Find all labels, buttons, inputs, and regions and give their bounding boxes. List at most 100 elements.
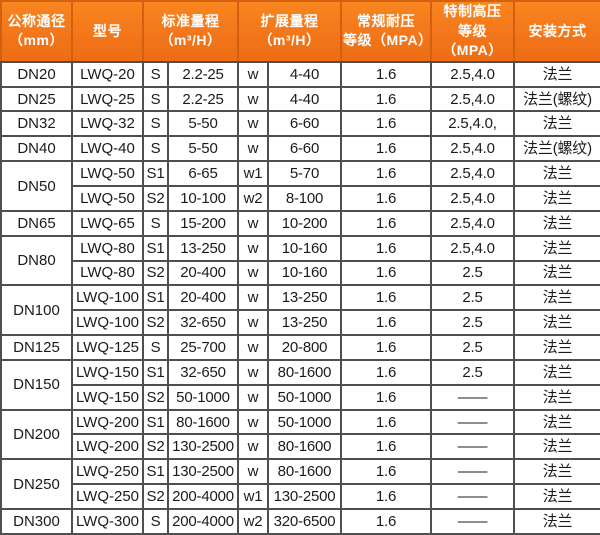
cell-ext-code: w (237, 85, 269, 113)
cell-ext-code: w (237, 110, 269, 138)
cell-model: LWQ-300 (71, 507, 144, 535)
col-header-standard-range: 标准量程 （m³/H） (142, 0, 239, 63)
cell-model: LWQ-150 (71, 358, 144, 386)
cell-ext-code: w (237, 234, 269, 262)
cell-high-pressure-rating: —— (430, 458, 515, 486)
cell-installation: 法兰 (513, 185, 600, 212)
cell-std-code: S1 (142, 284, 169, 312)
cell-installation: 法兰 (513, 408, 600, 436)
cell-ext-code: w (237, 334, 269, 361)
cell-model: LWQ-200 (71, 408, 144, 436)
cell-std-code: S (142, 60, 169, 88)
cell-high-pressure-rating: 2.5 (430, 309, 515, 337)
table-row: DN50 LWQ-50 S1 6-65 w1 5-70 1.6 2.5,4.0 法兰 (0, 160, 600, 212)
cell-high-pressure-rating: 2.5 (430, 334, 515, 361)
cell-installation: 法兰 (513, 483, 600, 510)
cell-std-range: 200-4000 (167, 483, 239, 510)
cell-pressure-rating: 1.6 (340, 209, 432, 237)
cell-dn: DN300 (0, 507, 73, 535)
table-body: DN20 LWQ-20 S 2.2-25 w 4-40 1.6 2.5,4.0 法兰 DN25 LW… (0, 60, 600, 535)
cell-model: LWQ-80 (71, 259, 144, 287)
cell-ext-range: 80-1600 (267, 458, 342, 486)
cell-std-code: S1 (142, 358, 169, 386)
cell-std-range: 2.2-25 (167, 60, 239, 88)
cell-std-code: S2 (142, 309, 169, 337)
cell-high-pressure-rating: —— (430, 433, 515, 461)
cell-model: LWQ-250 (71, 483, 144, 510)
cell-std-range: 80-1600 (167, 408, 239, 436)
cell-ext-code: w (237, 209, 269, 237)
cell-installation: 法兰 (513, 458, 600, 486)
cell-std-range: 130-2500 (167, 458, 239, 486)
cell-std-range: 32-650 (167, 358, 239, 386)
cell-high-pressure-rating: 2.5,4.0 (430, 85, 515, 113)
cell-ext-range: 80-1600 (267, 433, 342, 461)
cell-high-pressure-rating: 2.5,4.0 (430, 185, 515, 212)
cell-installation: 法兰 (513, 209, 600, 237)
cell-model: LWQ-20 (71, 60, 144, 88)
cell-dn: DN65 (0, 209, 73, 237)
cell-high-pressure-rating: —— (430, 408, 515, 436)
cell-std-code: S1 (142, 458, 169, 486)
table-row: DN25 LWQ-25 S 2.2-25 w 4-40 1.6 2.5,4.0 法兰(螺纹) (0, 85, 600, 113)
cell-ext-range: 10-160 (267, 259, 342, 287)
cell-high-pressure-rating: 2.5 (430, 358, 515, 386)
cell-std-range: 50-1000 (167, 383, 239, 411)
cell-installation: 法兰 (513, 334, 600, 361)
cell-std-range: 15-200 (167, 209, 239, 237)
cell-model: LWQ-150 (71, 383, 144, 411)
table-row: LWQ-50 S2 10-100 w2 8-100 1.6 2.5,4.0 法兰 (1, 185, 600, 212)
cell-high-pressure-rating: —— (430, 483, 515, 510)
cell-dn: DN40 (0, 135, 73, 163)
cell-ext-range: 130-2500 (267, 483, 342, 510)
cell-model: LWQ-100 (71, 284, 144, 312)
cell-pressure-rating: 1.6 (340, 284, 432, 312)
cell-installation: 法兰 (513, 383, 600, 411)
cell-installation: 法兰 (513, 160, 600, 187)
cell-model: LWQ-80 (71, 234, 144, 262)
table-row: DN125 LWQ-125 S 25-700 w 20-800 1.6 2.5 法兰 (0, 334, 600, 361)
cell-pressure-rating: 1.6 (340, 383, 432, 411)
cell-std-code: S1 (142, 160, 169, 187)
table-row: DN250 LWQ-250 S1 130-2500 w 80-1600 1.6 —— 法兰 (0, 458, 600, 510)
cell-std-code: S (142, 507, 169, 535)
cell-installation: 法兰(螺纹) (513, 85, 600, 113)
cell-std-range: 32-650 (167, 309, 239, 337)
cell-pressure-rating: 1.6 (340, 234, 432, 262)
cell-ext-range: 6-60 (267, 135, 342, 163)
cell-pressure-rating: 1.6 (340, 160, 432, 187)
cell-std-code: S2 (142, 185, 169, 212)
cell-ext-range: 4-40 (267, 60, 342, 88)
cell-model: LWQ-100 (71, 309, 144, 337)
cell-ext-range: 50-1000 (267, 408, 342, 436)
cell-ext-code: w (237, 408, 269, 436)
cell-model: LWQ-65 (71, 209, 144, 237)
cell-pressure-rating: 1.6 (340, 185, 432, 212)
cell-pressure-rating: 1.6 (340, 110, 432, 138)
cell-ext-code: w (237, 284, 269, 312)
table-row: LWQ-250 S2 200-4000 w1 130-2500 1.6 —— 法兰 (1, 483, 600, 510)
cell-ext-code: w (237, 135, 269, 163)
cell-ext-code: w (237, 458, 269, 486)
table-row: DN20 LWQ-20 S 2.2-25 w 4-40 1.6 2.5,4.0 法兰 (0, 60, 600, 88)
cell-std-code: S2 (142, 259, 169, 287)
cell-ext-code: w (237, 358, 269, 386)
cell-pressure-rating: 1.6 (340, 259, 432, 287)
cell-dn: DN200 (0, 408, 73, 461)
cell-installation: 法兰 (513, 259, 600, 287)
cell-dn: DN80 (0, 234, 73, 287)
cell-ext-code: w (237, 309, 269, 337)
cell-ext-range: 13-250 (267, 309, 342, 337)
table-header: 公称通径 （mm） 型号 标准量程 （m³/H） 扩展量程 （m³/H） 常规耐… (0, 0, 600, 63)
cell-std-range: 5-50 (167, 135, 239, 163)
cell-std-code: S (142, 209, 169, 237)
table-row: LWQ-80 S2 20-400 w 10-160 1.6 2.5 法兰 (1, 259, 600, 287)
cell-pressure-rating: 1.6 (340, 85, 432, 113)
cell-ext-code: w1 (237, 483, 269, 510)
cell-installation: 法兰 (513, 309, 600, 337)
table-row: DN32 LWQ-32 S 5-50 w 6-60 1.6 2.5,4.0, 法兰 (0, 110, 600, 138)
cell-ext-range: 6-60 (267, 110, 342, 138)
cell-std-code: S (142, 135, 169, 163)
cell-dn: DN100 (0, 284, 73, 337)
